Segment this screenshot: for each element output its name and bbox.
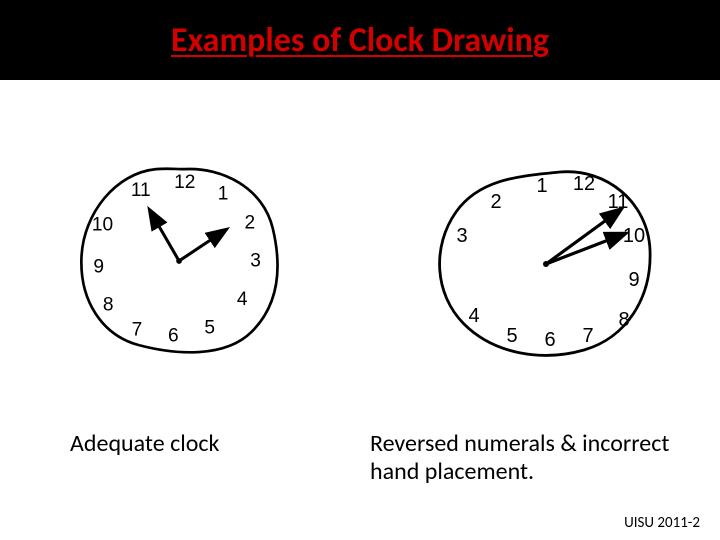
- footer-text: UISU 2011-2: [624, 514, 700, 532]
- clock-hand: [150, 211, 179, 261]
- clock-numeral: 1: [536, 175, 547, 197]
- clock-numeral: 12: [573, 173, 595, 195]
- clock-numeral: 3: [250, 251, 261, 272]
- clock-right-hands: [546, 210, 624, 264]
- clock-right-svg: 121234567891011: [410, 150, 670, 370]
- clock-hand: [546, 234, 624, 264]
- slide-title: Examples of Clock Drawing: [171, 20, 549, 61]
- clock-hand: [546, 210, 620, 264]
- caption-left-wrap: Adequate clock: [0, 430, 360, 500]
- clock-right-figure: 121234567891011: [410, 150, 670, 370]
- clock-numeral: 8: [103, 295, 114, 316]
- clock-numeral: 1: [218, 184, 229, 205]
- clock-right-center-dot: [543, 261, 549, 267]
- clock-numeral: 9: [628, 269, 639, 291]
- caption-right-text: Reversed numerals & incorrect hand place…: [370, 430, 690, 485]
- clock-numeral: 4: [468, 305, 479, 327]
- clock-numeral: 10: [623, 225, 645, 247]
- clock-hand: [179, 230, 225, 261]
- clock-numeral: 11: [131, 180, 151, 201]
- slide-root: Examples of Clock Drawing 12123456789101…: [0, 0, 720, 540]
- clock-numeral: 2: [245, 212, 256, 233]
- clock-numeral: 12: [174, 172, 195, 193]
- clock-numeral: 9: [93, 256, 104, 277]
- clock-numeral: 5: [506, 325, 517, 347]
- clock-figures-row: 121234567891011 121234567891011: [0, 130, 720, 390]
- clock-numeral: 6: [168, 325, 179, 346]
- clock-numeral: 10: [92, 214, 113, 235]
- clock-left-center-dot: [176, 258, 182, 264]
- clock-numeral: 7: [132, 320, 143, 341]
- clock-numeral: 2: [490, 191, 501, 213]
- clock-left-svg: 121234567891011: [50, 150, 310, 370]
- caption-right-wrap: Reversed numerals & incorrect hand place…: [360, 430, 720, 500]
- clock-numeral: 5: [204, 318, 215, 339]
- clock-left-hands: [150, 211, 225, 261]
- title-bar: Examples of Clock Drawing: [0, 0, 720, 80]
- clock-numeral: 4: [237, 289, 248, 310]
- clock-numeral: 3: [456, 225, 467, 247]
- caption-row: Adequate clock Reversed numerals & incor…: [0, 430, 720, 500]
- clock-left-figure: 121234567891011: [50, 150, 310, 370]
- clock-numeral: 8: [618, 309, 629, 331]
- clock-numeral: 7: [582, 325, 593, 347]
- clock-numeral: 6: [544, 329, 555, 351]
- caption-left-text: Adequate clock: [70, 430, 340, 458]
